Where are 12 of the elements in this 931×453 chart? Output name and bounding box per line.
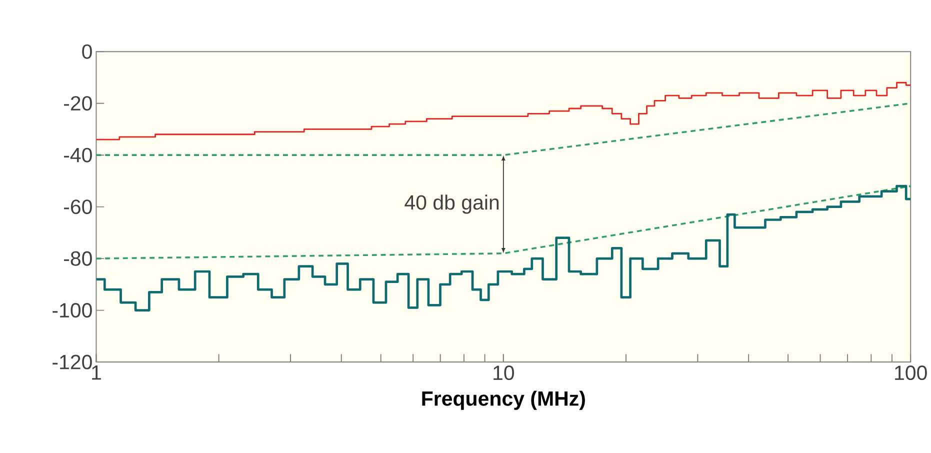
x-tick-label: 100 — [895, 365, 927, 380]
y-tick-label: -100 — [52, 302, 92, 318]
y-tick-label: -120 — [52, 354, 92, 370]
y-tick-label: -20 — [64, 96, 92, 110]
x-axis-title: Frequency (MHz) — [422, 390, 585, 410]
y-tick-label: 0 — [82, 44, 92, 59]
annotation: 40 db gain — [404, 194, 499, 214]
y-tick-label: -40 — [64, 148, 92, 162]
y-tick-label: -80 — [64, 251, 92, 266]
y-tick-label: -60 — [64, 199, 92, 214]
x-tick-label: 10 — [494, 365, 514, 380]
x-tick-label: 1 — [92, 365, 101, 380]
